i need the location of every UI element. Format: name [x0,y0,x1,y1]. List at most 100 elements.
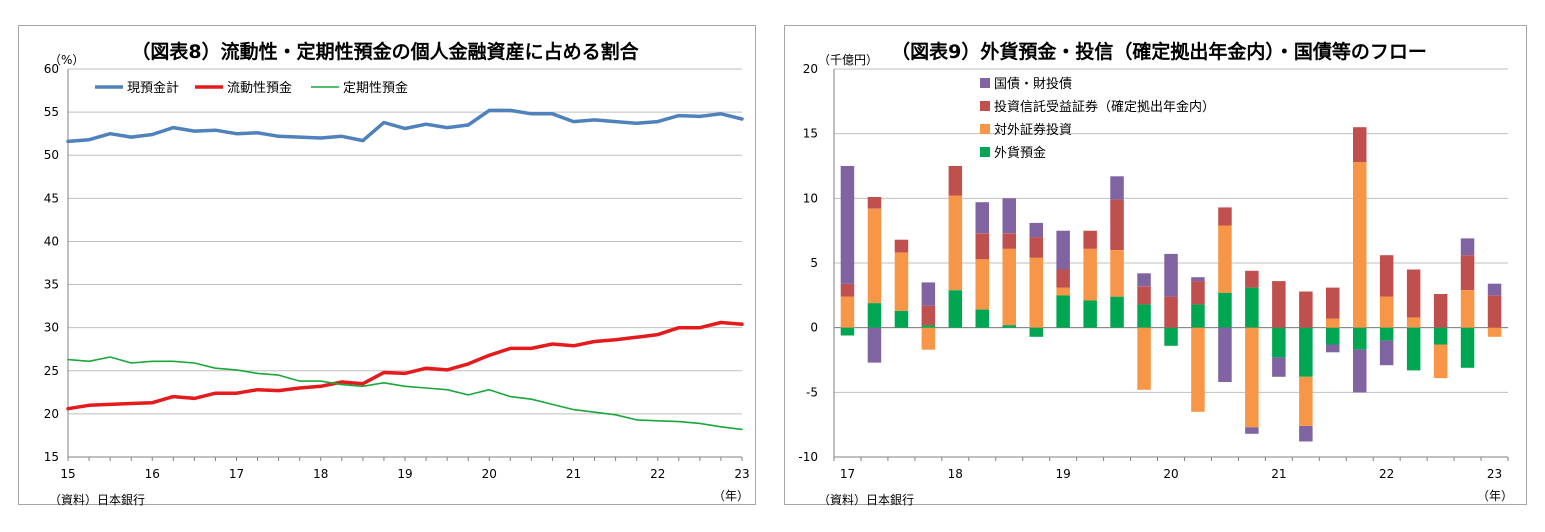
right-x-tick-label: 19 [1056,467,1071,481]
right-bar-segment [1379,255,1394,297]
right-bar-segment [840,296,855,328]
right-bar-segment [1460,238,1475,256]
right-chart-bars [840,127,1502,442]
right-bar-segment [1218,292,1232,328]
right-bar-segment [1056,230,1070,270]
right-bar-segment [840,327,855,336]
right-bar-segment [1029,222,1043,238]
right-y-tick-label: -5 [806,385,818,399]
left-x-tick-label: 20 [482,467,497,481]
right-bar-segment [921,325,936,328]
left-y-tick-label: 25 [44,364,59,378]
right-bar-segment [1487,295,1502,328]
right-legend-swatch [980,78,990,88]
right-bar-segment [1353,162,1367,328]
left-x-tick-label: 23 [734,467,749,481]
left-chart-legend: 現預金計 流動性預金 定期性預金 [95,80,408,96]
right-bar-segment [1191,277,1205,282]
right-bar-segment [1110,250,1124,297]
right-bar-segment [1083,230,1097,249]
right-bar-segment [1326,287,1340,319]
left-chart-xunit: （年） [713,489,749,503]
right-bar-segment [1406,327,1421,371]
right-x-tick-label: 17 [840,467,855,481]
left-y-tick-label: 15 [44,450,59,464]
right-bar-segment [1191,327,1205,412]
right-x-tick-label: 23 [1487,467,1502,481]
right-bar-segment [1056,269,1070,288]
right-bar-segment [1433,294,1448,328]
right-bar-segment [1460,327,1475,368]
right-bar-segment [975,309,989,328]
right-y-tick-label: 20 [803,62,818,76]
left-y-tick-label: 35 [44,278,59,292]
right-bar-segment [1326,344,1340,353]
right-chart-axes: -10 -5 0 5 10 15 20 17 18 19 20 21 22 23 [798,62,1509,481]
right-bar-segment [1487,283,1502,296]
right-bar-segment [1245,327,1259,428]
left-y-tick-label: 55 [44,105,59,119]
left-legend-label: 現預金計 [127,80,179,96]
right-bar-segment [840,166,855,284]
right-bar-segment [1083,300,1097,328]
left-y-tick-label: 20 [44,407,59,421]
right-bar-segment [1137,286,1151,305]
right-bar-segment [1056,287,1070,296]
right-bar-segment [1218,327,1232,382]
right-bar-segment [1379,296,1394,328]
right-bar-segment [1002,233,1016,249]
right-legend-label: 外貨預金 [994,145,1046,161]
right-bar-segment [1460,290,1475,328]
left-y-tick-label: 40 [44,234,59,248]
right-y-tick-label: 15 [803,127,818,141]
right-bar-segment [1379,340,1394,366]
right-bar-segment [1460,255,1475,291]
right-chart-xunit: （年） [1477,489,1513,503]
right-bar-segment [1056,295,1070,328]
right-chart-panel: （図表9）外貨預金・投信（確定拠出年金内）・国債等のフロー （千億円） （資料）… [784,25,1527,506]
left-x-tick-label: 22 [650,467,665,481]
left-y-tick-label: 50 [44,148,59,162]
left-y-tick-label: 30 [44,321,59,335]
right-bar-segment [1110,296,1124,328]
right-bar-segment [1353,349,1367,393]
right-bar-segment [1353,127,1367,163]
left-chart-gridlines [68,68,742,415]
right-bar-segment [1029,327,1043,337]
right-bar-segment [1245,427,1259,434]
right-bar-segment [948,195,963,291]
right-bar-segment [1487,327,1502,337]
right-bar-segment [894,252,909,311]
right-bar-segment [1326,327,1340,345]
left-series-line [66,108,744,144]
right-legend-label: 投資信託受益証券（確定拠出年金内） [994,99,1215,115]
right-bar-segment [867,197,882,209]
right-y-tick-label: 0 [810,321,818,335]
right-bar-segment [921,327,936,350]
left-x-tick-label: 21 [566,467,581,481]
left-x-tick-label: 19 [397,467,412,481]
right-bar-segment [1218,207,1232,226]
right-bar-segment [894,310,909,328]
left-chart-unit: （%） [49,53,84,67]
left-series-line [67,356,743,431]
right-bar-segment [1299,291,1313,328]
right-bar-segment [975,233,989,260]
right-y-tick-label: 5 [810,256,818,270]
right-x-tick-label: 20 [1163,467,1178,481]
right-x-tick-label: 18 [948,467,963,481]
left-legend-label: 定期性預金 [343,80,408,96]
right-bar-segment [921,305,936,326]
right-legend-label: 対外証券投資 [994,122,1072,138]
left-chart-axes: 15 20 25 30 35 40 45 50 55 60 15 16 17 18 19 20 21 22 23 [44,62,750,481]
left-x-tick-label: 18 [313,467,328,481]
right-bar-segment [1110,176,1124,200]
right-bar-segment [1245,287,1259,328]
right-bar-segment [1326,318,1340,328]
right-bar-segment [1002,198,1016,234]
right-bar-segment [975,259,989,310]
right-bar-segment [1002,248,1016,326]
right-bar-segment [1433,327,1448,345]
left-chart-source: （資料）日本銀行 [49,493,145,506]
